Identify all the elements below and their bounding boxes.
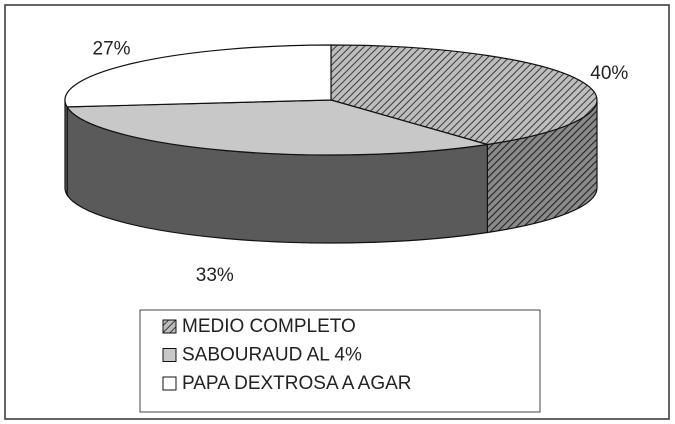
data-label: 33%	[196, 265, 234, 286]
pie-side	[64, 99, 68, 198]
data-label: 40%	[590, 63, 628, 84]
data-label: 27%	[93, 39, 131, 60]
legend-swatch	[162, 348, 177, 362]
pie-slice	[330, 44, 598, 146]
legend-label: MEDIO COMPLETO	[182, 316, 356, 337]
legend-swatch	[162, 376, 177, 391]
legend-swatch	[162, 319, 177, 334]
legend-label: SABOURAUD AL 4%	[182, 345, 362, 366]
pie-slice	[66, 99, 488, 156]
legend-label: PAPA DEXTROSA A AGAR	[182, 373, 412, 394]
pie-slice	[64, 44, 332, 108]
legend-box	[139, 309, 541, 413]
